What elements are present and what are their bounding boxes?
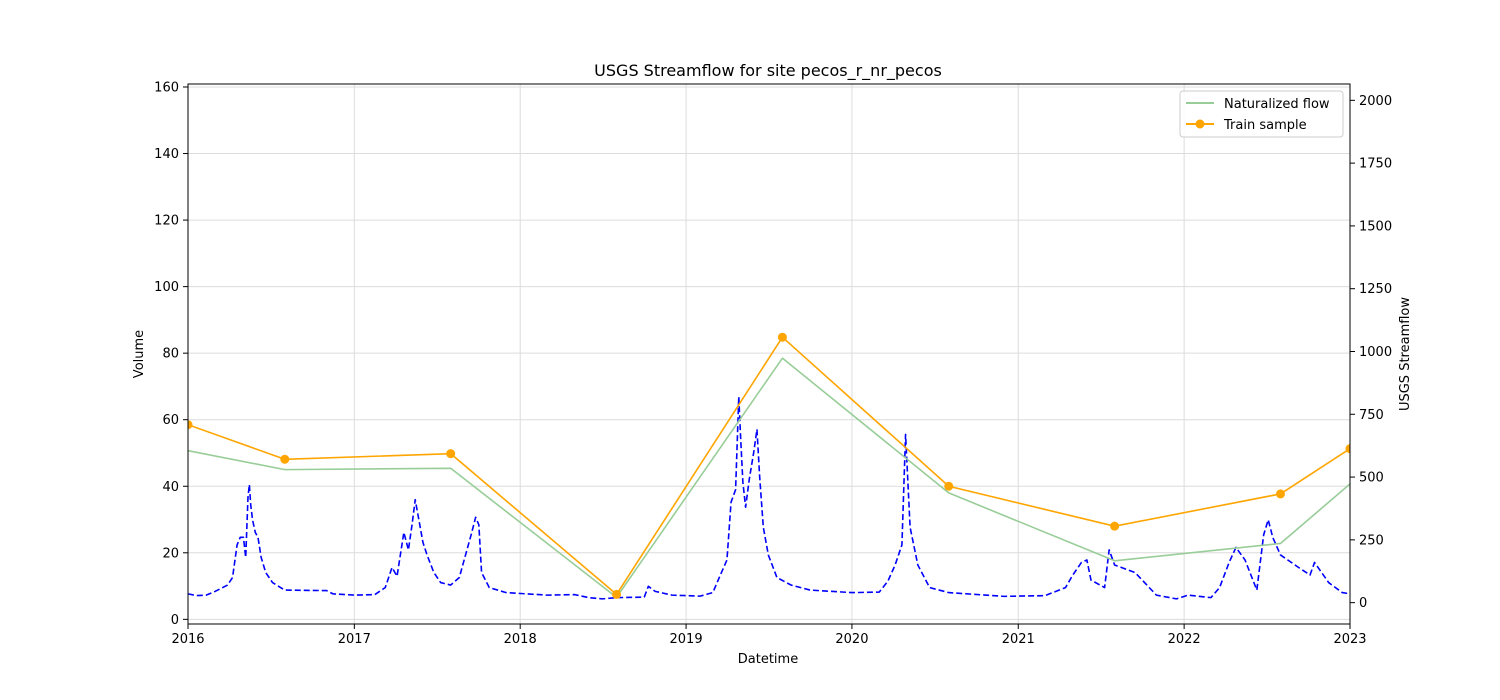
legend-naturalized-label: Naturalized flow [1224,97,1330,112]
y-left-tick-label: 140 [154,147,179,162]
x-tick-label: 2016 [171,632,204,647]
legend: Naturalized flow Train sample [1179,90,1344,138]
train-sample-point [1110,521,1120,531]
y-right-tick-label: 1500 [1359,219,1392,234]
x-tick-label: 2023 [1333,632,1366,647]
legend-frame [1179,90,1344,138]
x-tick-label: 2018 [504,632,537,647]
y-right-axis-title: USGS Streamflow [1398,297,1413,411]
chart-title: USGS Streamflow for site pecos_r_nr_peco… [594,61,942,81]
train-sample-point [777,332,787,342]
train-sample-point [612,589,622,599]
y-left-tick-label: 60 [162,413,179,428]
train-sample-point [280,454,290,464]
train-sample-point [1345,444,1350,454]
train-sample-point [188,420,193,430]
grid-layer [187,84,1351,624]
y-left-tick-label: 0 [171,613,179,628]
axes-layer: 2016 2017 2018 2019 2020 2021 2022 2023 0 20 40 60 8… [154,80,1392,647]
y-right-tick-label: 1750 [1359,157,1392,172]
x-axis-title: Datetime [738,652,798,667]
y-right-tick-label: 1250 [1359,282,1392,297]
y-right-tick-label: 750 [1359,408,1384,423]
y-left-tick-label: 80 [162,347,179,362]
legend-train-marker [1195,119,1205,129]
y-left-tick-label: 100 [154,280,179,295]
naturalized-flow-line [188,357,1350,599]
plot-frame [187,83,1351,625]
x-tick-label: 2020 [835,632,868,647]
y-right-tick-label: 1000 [1359,345,1392,360]
y-right-tick-label: 0 [1359,596,1367,611]
y-left-tick-label: 40 [162,480,179,495]
train-sample-point [944,481,954,491]
series-layer [188,332,1350,600]
y-right-tick-label: 500 [1359,471,1384,486]
x-tick-label: 2019 [670,632,703,647]
y-left-tick-label: 120 [154,214,179,229]
x-tick-label: 2022 [1168,632,1201,647]
y-right-tick-label: 250 [1359,533,1384,548]
y-right-tick-label: 2000 [1359,94,1392,109]
legend-train-label: Train sample [1223,118,1307,133]
y-left-axis-title: Volume [132,330,147,378]
usgs-streamflow-line [188,395,1350,600]
y-left-tick-label: 160 [154,80,179,95]
x-tick-label: 2017 [338,632,371,647]
x-tick-label: 2021 [1002,632,1035,647]
y-left-tick-label: 20 [162,546,179,561]
train-sample-point [1275,489,1285,499]
train-sample-point [446,449,456,459]
